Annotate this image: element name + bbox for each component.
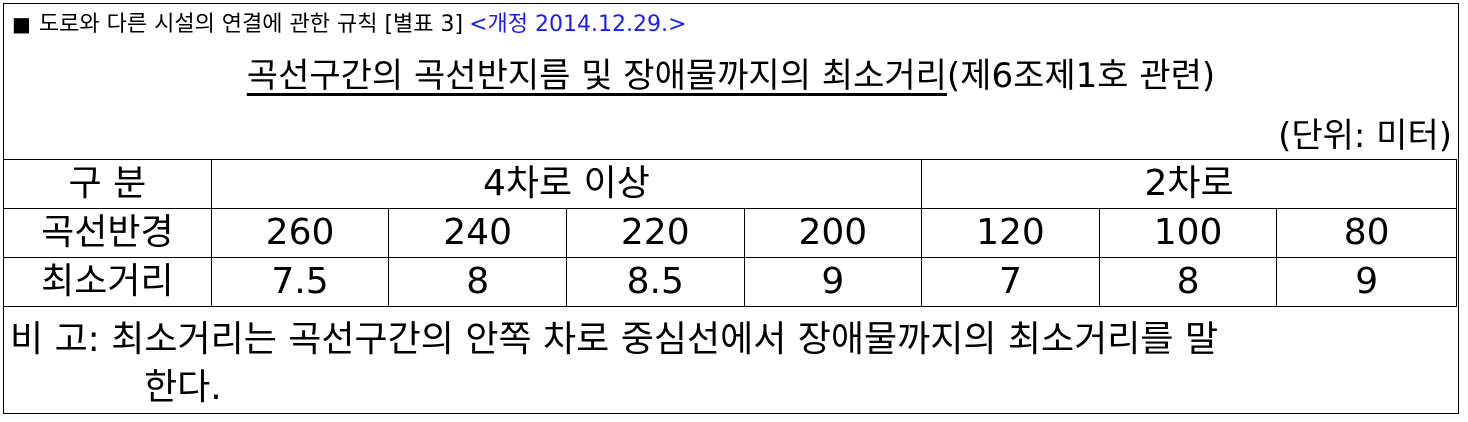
header-label: 구 분: [3, 159, 212, 209]
table-cell: 8: [1098, 257, 1278, 307]
header-group-2lane: 2차로: [921, 159, 1457, 209]
row-label: 최소거리: [3, 257, 212, 307]
table-title-main: 곡선구간의 곡선반지름 및 장애물까지의 최소거리: [246, 56, 947, 96]
remark-line-2: 한다.: [144, 367, 222, 408]
table-cell: 200: [743, 208, 923, 258]
remark-line-1: 비 고: 최소거리는 곡선구간의 안쪽 차로 중심선에서 장애물까지의 최소거리…: [10, 319, 1219, 360]
table-cell: 9: [1276, 257, 1457, 307]
regulation-title: 도로와 다른 시설의 연결에 관한 규칙 [별표 3]: [38, 12, 464, 37]
table-cell: 120: [921, 208, 1100, 258]
table-cell: 8.5: [565, 257, 745, 307]
table-cell: 240: [388, 208, 567, 258]
header-group-4lane: 4차로 이상: [210, 159, 923, 209]
unit-label: (단위: 미터): [1278, 116, 1452, 156]
table-cell: 100: [1098, 208, 1278, 258]
table-cell: 8: [388, 257, 567, 307]
table-cell: 7.5: [210, 257, 390, 307]
square-bullet-icon: ■: [12, 12, 31, 36]
table-cell: 80: [1276, 208, 1457, 258]
document-frame: ■ 도로와 다른 시설의 연결에 관한 규칙 [별표 3] <개정 2014.12.…: [3, 3, 1459, 414]
table-header-row: 구 분 4차로 이상 2차로: [3, 159, 1457, 209]
regulation-header: ■ 도로와 다른 시설의 연결에 관한 규칙 [별표 3] <개정 2014.12.…: [12, 10, 686, 39]
amendment-link[interactable]: <개정 2014.12.29.>: [469, 12, 687, 37]
table-cell: 260: [210, 208, 390, 258]
table-title-suffix: (제6조제1호 관련): [946, 56, 1216, 96]
row-label: 곡선반경: [3, 208, 212, 258]
table-cell: 220: [565, 208, 745, 258]
table-cell: 9: [743, 257, 923, 307]
distance-table: 구 분 4차로 이상 2차로 곡선반경 260 240 220 200 120 …: [3, 159, 1457, 307]
table-row: 최소거리 7.5 8 8.5 9 7 8 9: [3, 257, 1457, 307]
table-cell: 7: [921, 257, 1100, 307]
table-title: 곡선구간의 곡선반지름 및 장애물까지의 최소거리(제6조제1호 관련): [4, 54, 1458, 98]
table-row: 곡선반경 260 240 220 200 120 100 80: [3, 208, 1457, 258]
